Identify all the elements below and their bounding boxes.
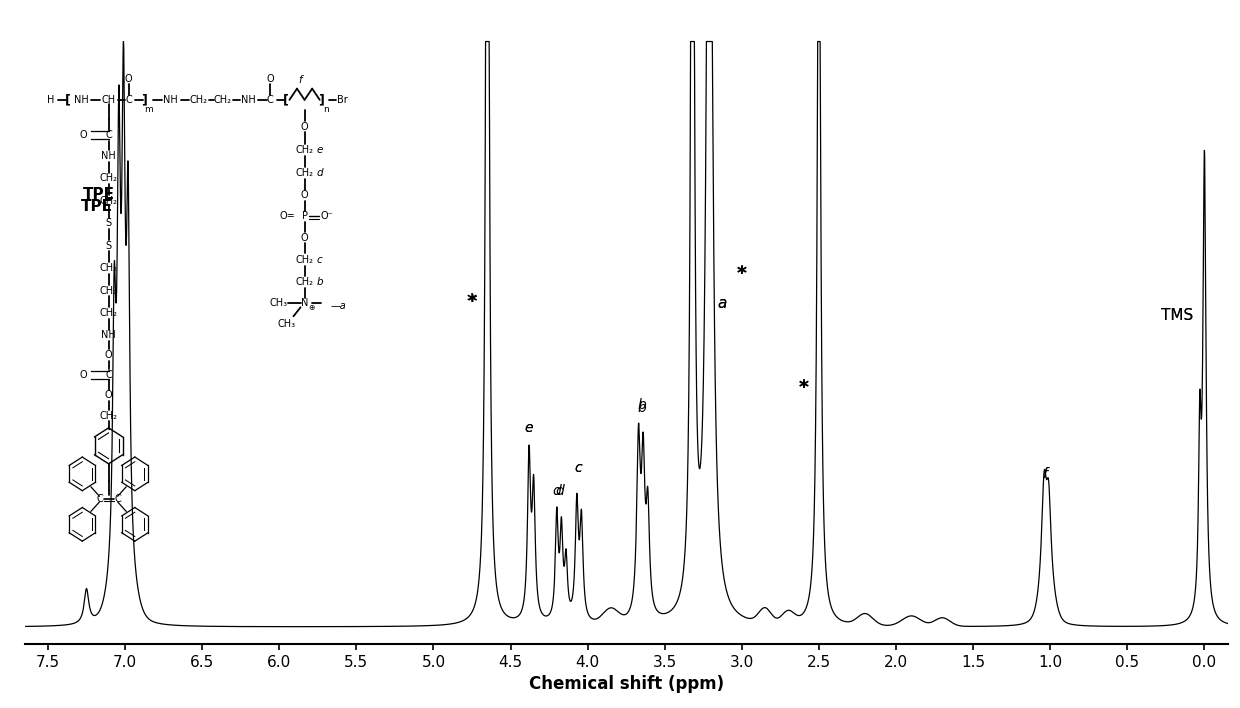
Text: e: e	[525, 421, 533, 435]
Text: *: *	[467, 292, 477, 312]
Text: d: d	[553, 484, 562, 498]
Text: *: *	[737, 265, 746, 282]
Text: f: f	[1042, 467, 1047, 481]
Text: TPE: TPE	[83, 187, 115, 202]
Text: a: a	[717, 297, 727, 312]
Text: b: b	[637, 398, 646, 412]
Text: *: *	[467, 293, 476, 312]
Text: a: a	[717, 297, 727, 312]
Text: TMS: TMS	[1161, 308, 1193, 323]
Text: c: c	[574, 461, 583, 475]
Text: c: c	[574, 461, 583, 475]
Text: TPE: TPE	[82, 199, 113, 214]
Text: TMS: TMS	[1161, 308, 1193, 323]
Text: *: *	[737, 263, 746, 282]
Text: *: *	[799, 379, 808, 397]
Text: e: e	[525, 421, 533, 435]
X-axis label: Chemical shift (ppm): Chemical shift (ppm)	[528, 675, 724, 693]
Text: b: b	[637, 401, 646, 415]
Text: f: f	[1042, 467, 1047, 481]
Text: *: *	[799, 379, 808, 397]
Text: d: d	[556, 484, 564, 498]
